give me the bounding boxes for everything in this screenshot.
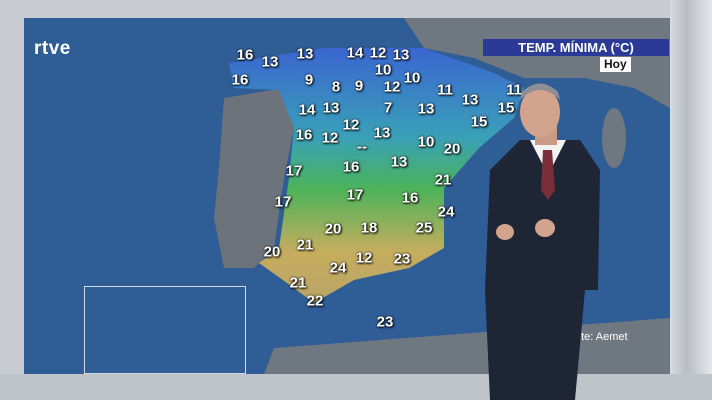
rtve-logo: rtve — [34, 38, 71, 59]
temperature-label: 16 — [342, 158, 360, 176]
temperature-label: 20 — [324, 220, 342, 238]
temperature-label: 21 — [434, 171, 452, 189]
temperature-label: 11 — [437, 81, 453, 99]
temperature-label: 15 — [497, 99, 515, 117]
temperature-label: 17 — [346, 186, 364, 204]
map-title: TEMP. MÍNIMA (°C) — [483, 39, 669, 56]
temperature-label: 25 — [415, 219, 433, 237]
temperature-label: 23 — [393, 250, 411, 268]
temperature-label: 16 — [231, 71, 249, 89]
corsica — [602, 108, 626, 168]
temperature-label: 17 — [285, 162, 303, 180]
temperature-label: 13 — [373, 124, 391, 142]
temperature-label: 20 — [263, 243, 281, 261]
canary-islands-inset — [84, 286, 246, 374]
temperature-label: 12 — [355, 249, 373, 267]
temperature-label: 21 — [289, 274, 307, 292]
temperature-label: 7 — [383, 99, 393, 117]
temperature-label: 24 — [329, 259, 347, 277]
temperature-label: 24 — [437, 203, 455, 221]
temperature-label: 16 — [295, 126, 313, 144]
temperature-label: 13 — [390, 153, 408, 171]
temperature-label: 10 — [403, 69, 421, 87]
temperature-label: 12 — [383, 78, 401, 96]
temperature-label: 13 — [261, 53, 279, 71]
temperature-label: 16 — [401, 189, 419, 207]
temperature-label: 13 — [322, 99, 340, 117]
temperature-label: 17 — [274, 193, 292, 211]
temperature-label: -- — [357, 138, 367, 156]
temperature-label: 10 — [374, 61, 392, 79]
temperature-label: 11 — [506, 81, 522, 99]
temperature-label: 12 — [342, 116, 360, 134]
temperature-label: 8 — [331, 78, 341, 96]
temperature-label: 14 — [346, 44, 364, 62]
temperature-label: 13 — [296, 45, 314, 63]
day-label: Hoy — [600, 57, 631, 72]
temperature-label: 21 — [296, 236, 314, 254]
temperature-label: 9 — [354, 77, 364, 95]
studio-wall — [670, 0, 712, 400]
temperature-label: 13 — [417, 100, 435, 118]
temperature-label: 13 — [392, 46, 410, 64]
portugal-landmass — [214, 88, 294, 268]
temperature-label: 12 — [321, 129, 339, 147]
temperature-label: 9 — [304, 71, 314, 89]
temperature-label: 18 — [360, 219, 378, 237]
temperature-label: 15 — [470, 113, 488, 131]
temperature-label: 22 — [306, 292, 324, 310]
temperature-label: 23 — [376, 313, 394, 331]
temperature-label: 20 — [443, 140, 461, 158]
temperature-label: 16 — [236, 46, 254, 64]
temperature-label: 13 — [461, 91, 479, 109]
temperature-label: 10 — [417, 133, 435, 151]
studio-floor — [0, 374, 712, 400]
temperature-label: 12 — [369, 44, 387, 62]
temperature-label: 14 — [298, 101, 316, 119]
spain-landmass — [229, 48, 524, 303]
